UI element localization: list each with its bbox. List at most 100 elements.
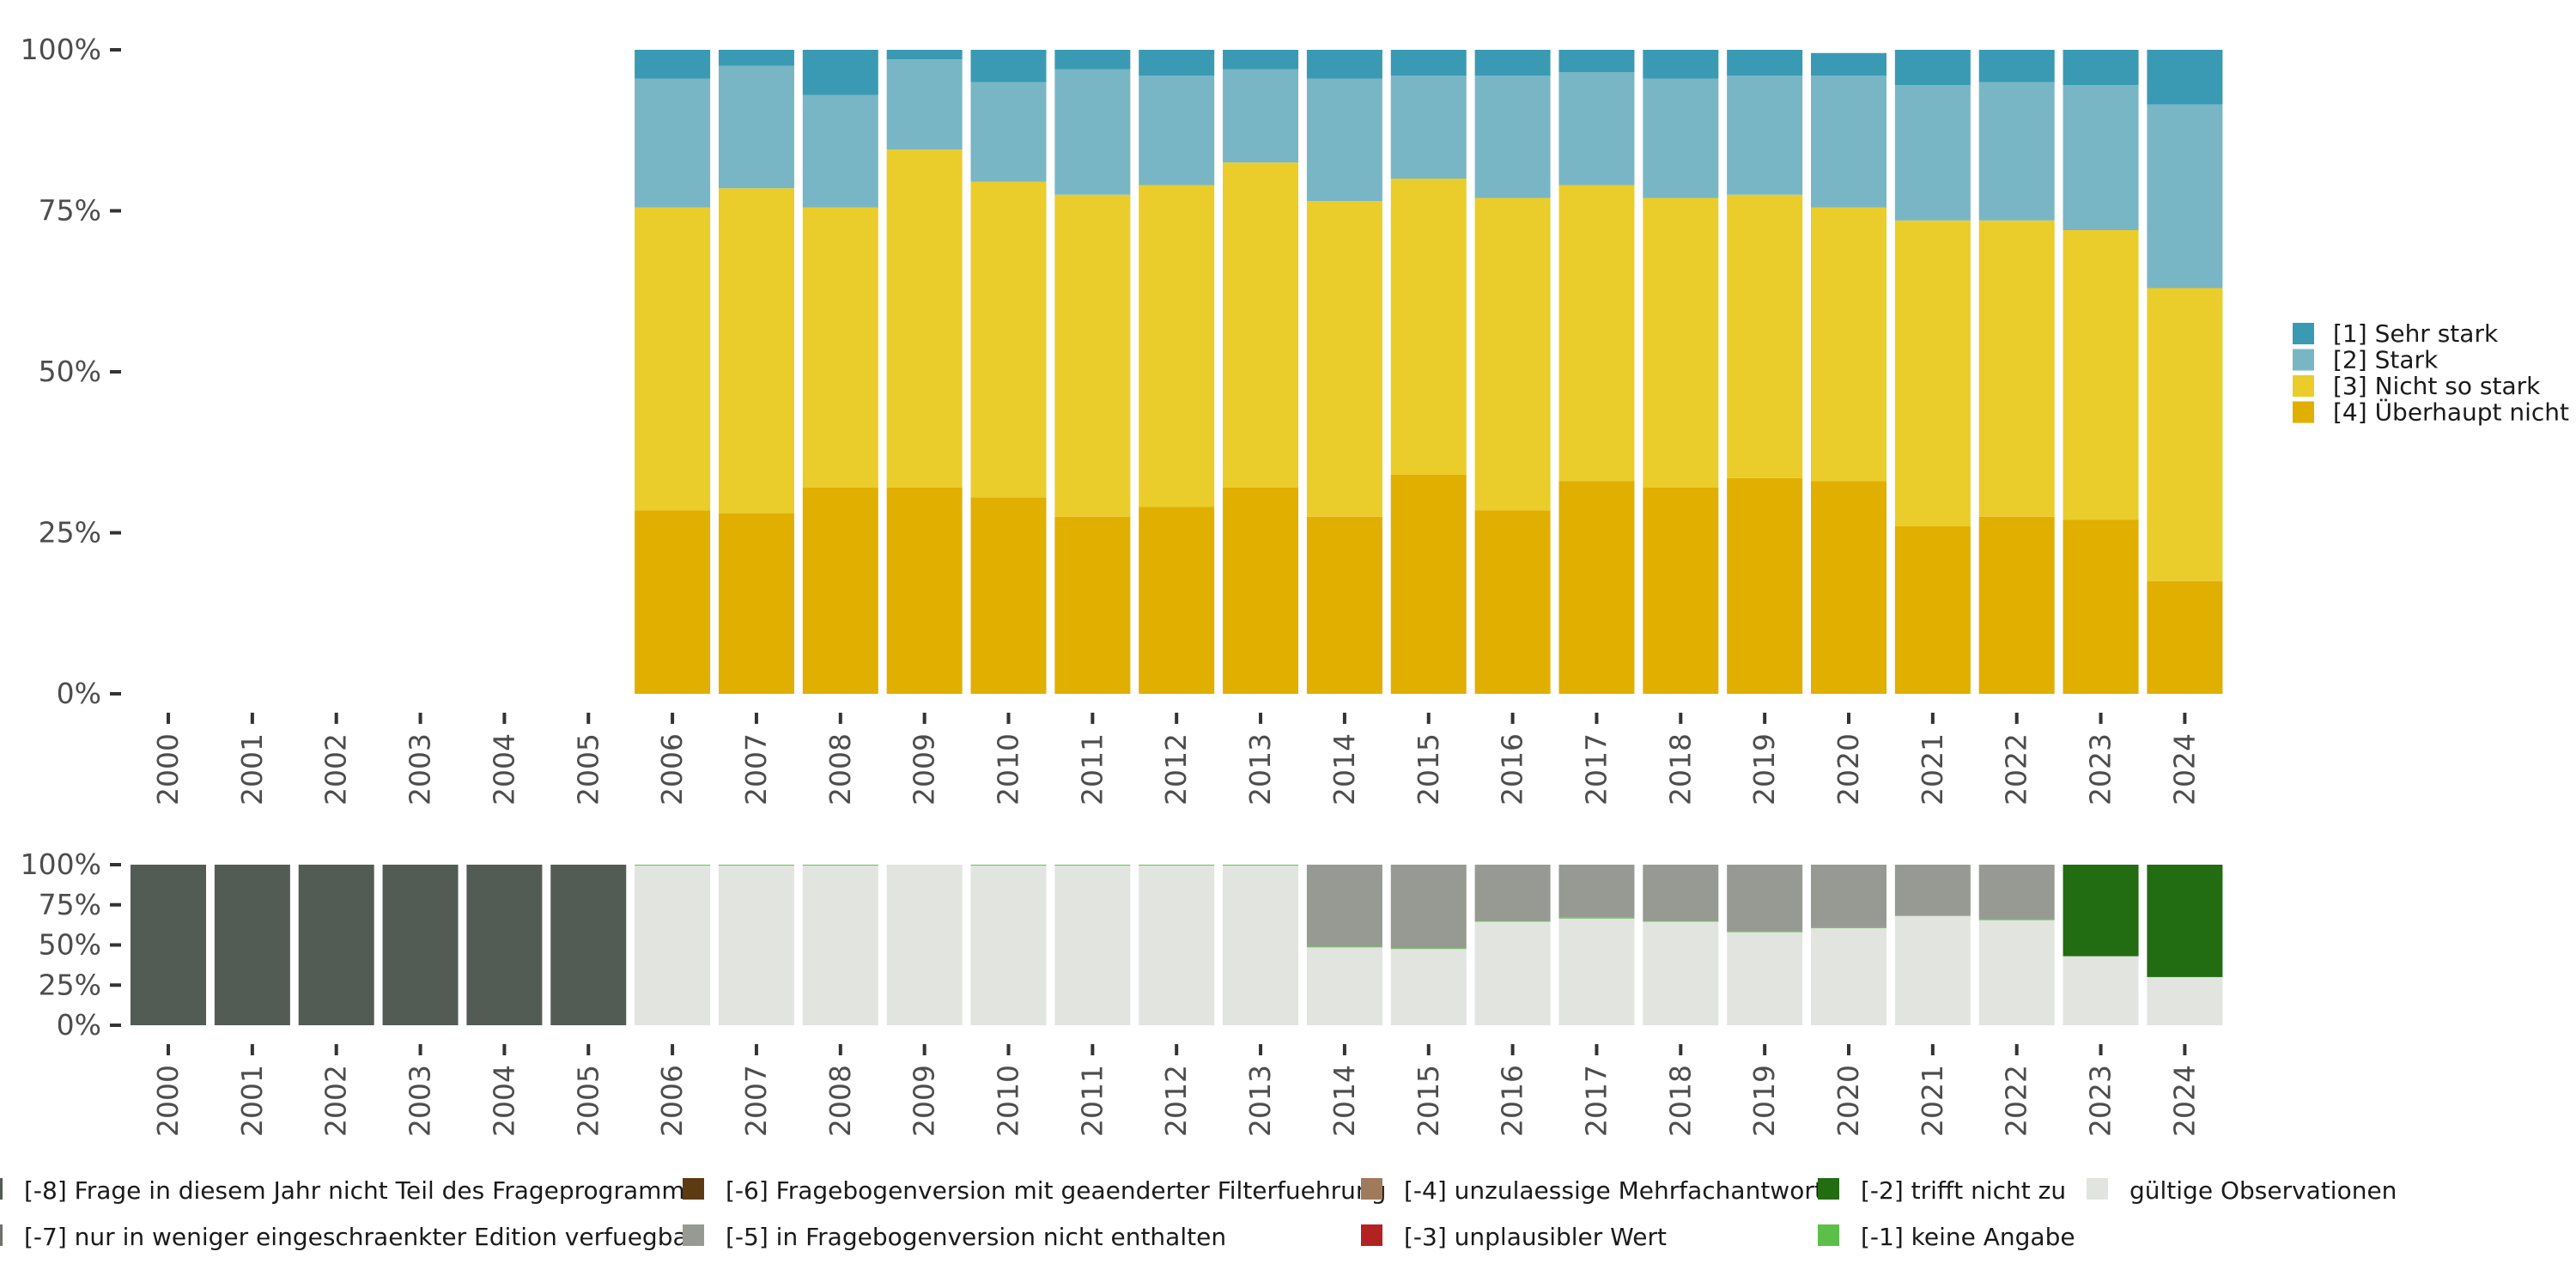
x-tick-label: 2017 (1579, 1065, 1613, 1137)
bar-4-berhaupt-nicht-2007 (718, 513, 794, 694)
bar-2-stark-2014 (1306, 78, 1382, 202)
bar-2-stark-2020 (1811, 76, 1886, 208)
x-tick-label: 2024 (2167, 733, 2201, 805)
y-tick-label: 25% (39, 516, 101, 550)
bar-2-stark-2017 (1558, 72, 1635, 185)
bar-1-sehr-stark-2020 (1811, 52, 1886, 76)
x-tick-label: 2003 (404, 733, 437, 805)
x-tick-label: 2001 (235, 1065, 269, 1137)
bar-1-sehr-stark-2016 (1474, 50, 1551, 76)
legend-swatch-6-fragebogenversion-mit-geaenderter-filterfuehrung (683, 1178, 704, 1200)
bar-1-keine-angabe-2008 (802, 865, 878, 866)
bar-g-ltige-observationen-2018 (1643, 921, 1719, 1025)
bar-2-stark-2007 (718, 65, 794, 189)
x-tick-label: 2021 (1916, 733, 1949, 805)
bar-3-nicht-so-stark-2010 (970, 181, 1047, 498)
bar-1-keine-angabe-2012 (1139, 865, 1215, 866)
bar-g-ltige-observationen-2023 (2063, 956, 2139, 1025)
bottom-chart-legend: [-8] Frage in diesem Jahr nicht Teil des… (0, 1176, 2397, 1251)
legend-label-2-stark: [2] Stark (2333, 346, 2439, 374)
x-tick-label: 2007 (739, 1065, 773, 1137)
bar-1-sehr-stark-2012 (1139, 50, 1215, 76)
bar-8-frage-in-diesem-jahr-nicht-teil-des-frageprogramms-2002 (298, 865, 374, 1025)
bar-1-keine-angabe-2010 (970, 865, 1047, 866)
x-tick-label: 2015 (1412, 733, 1445, 805)
bar-1-sehr-stark-2019 (1727, 50, 1803, 76)
bar-g-ltige-observationen-2012 (1139, 865, 1215, 1025)
bar-g-ltige-observationen-2024 (2147, 976, 2223, 1025)
bar-2-stark-2013 (1223, 69, 1299, 163)
bar-4-berhaupt-nicht-2017 (1558, 481, 1635, 694)
bar-g-ltige-observationen-2019 (1727, 932, 1803, 1025)
x-tick-label: 2005 (571, 733, 605, 805)
bar-1-keine-angabe-2021 (1894, 915, 1971, 916)
x-tick-label: 2009 (908, 733, 941, 805)
bar-4-berhaupt-nicht-2014 (1306, 516, 1382, 694)
bar-5-in-fragebogenversion-nicht-enthalten-2019 (1727, 865, 1803, 932)
bar-1-sehr-stark-2024 (2147, 50, 2223, 105)
x-tick-label: 2010 (992, 1065, 1025, 1137)
x-tick-label: 2004 (487, 1065, 520, 1137)
x-tick-label: 2011 (1075, 1065, 1109, 1137)
y-tick-label: 0% (57, 1008, 101, 1042)
x-tick-label: 2006 (655, 1065, 689, 1137)
bar-2-stark-2019 (1727, 76, 1803, 195)
legend-label-4-berhaupt-nicht: [4] Überhaupt nicht (2333, 398, 2569, 427)
legend-swatch-3-nicht-so-stark (2293, 375, 2314, 397)
bar-8-frage-in-diesem-jahr-nicht-teil-des-frageprogramms-2004 (466, 865, 543, 1025)
x-tick-label: 2014 (1327, 733, 1361, 805)
bar-4-berhaupt-nicht-2008 (802, 488, 878, 694)
bar-4-berhaupt-nicht-2018 (1643, 488, 1719, 694)
x-tick-label: 2018 (1663, 1065, 1697, 1137)
y-tick-label: 50% (39, 355, 101, 388)
legend-label-8-frage-in-diesem-jahr-nicht-teil-des-frageprogramms: [-8] Frage in diesem Jahr nicht Teil des… (24, 1176, 697, 1205)
legend-swatch-2-stark (2293, 349, 2314, 371)
bar-g-ltige-observationen-2007 (718, 865, 794, 1025)
bar-4-berhaupt-nicht-2013 (1223, 488, 1299, 694)
legend-swatch-8-frage-in-diesem-jahr-nicht-teil-des-frageprogramms (0, 1178, 3, 1200)
legend-swatch-2-trifft-nicht-zu (1818, 1178, 1839, 1200)
bar-3-nicht-so-stark-2012 (1139, 185, 1215, 507)
bar-1-keine-angabe-2017 (1558, 917, 1635, 919)
bar-8-frage-in-diesem-jahr-nicht-teil-des-frageprogramms-2000 (131, 865, 206, 1025)
x-tick-label: 2002 (319, 733, 353, 805)
bar-4-berhaupt-nicht-2022 (1978, 516, 2055, 694)
legend-label-g-ltige-observationen: gültige Observationen (2129, 1176, 2397, 1205)
bar-5-in-fragebogenversion-nicht-enthalten-2021 (1894, 865, 1971, 916)
bar-1-sehr-stark-2022 (1978, 50, 2055, 82)
x-tick-label: 2024 (2167, 1065, 2201, 1137)
bar-g-ltige-observationen-2014 (1306, 947, 1382, 1025)
bar-5-in-fragebogenversion-nicht-enthalten-2017 (1558, 865, 1635, 918)
x-tick-label: 2023 (2084, 1065, 2117, 1137)
x-tick-label: 2004 (487, 733, 520, 805)
legend-label-4-unzulaessige-mehrfachantwort: [-4] unzulaessige Mehrfachantwort (1404, 1176, 1824, 1205)
legend-swatch-3-unplausibler-wert (1361, 1224, 1382, 1246)
bar-4-berhaupt-nicht-2019 (1727, 477, 1803, 694)
bar-1-sehr-stark-2023 (2063, 50, 2139, 86)
bar-g-ltige-observationen-2006 (635, 865, 711, 1025)
bar-8-frage-in-diesem-jahr-nicht-teil-des-frageprogramms-2003 (382, 865, 459, 1025)
y-tick-label: 100% (21, 33, 101, 66)
x-tick-label: 2016 (1496, 1065, 1529, 1137)
bar-g-ltige-observationen-2013 (1223, 865, 1299, 1025)
bar-g-ltige-observationen-2015 (1390, 949, 1467, 1025)
legend-label-6-fragebogenversion-mit-geaenderter-filterfuehrung: [-6] Fragebogenversion mit geaenderter F… (726, 1176, 1386, 1205)
bar-3-nicht-so-stark-2008 (802, 207, 878, 488)
x-tick-label: 2009 (908, 1065, 941, 1137)
y-tick-label: 0% (57, 677, 101, 710)
legend-swatch-7-nur-in-weniger-eingeschraenkter-edition-verfuegbar (0, 1224, 3, 1246)
legend-swatch-1-sehr-stark (2293, 323, 2314, 344)
x-tick-label: 2012 (1159, 733, 1193, 805)
bar-2-stark-2009 (886, 59, 963, 150)
bar-1-keine-angabe-2007 (718, 865, 794, 866)
bar-g-ltige-observationen-2022 (1978, 920, 2055, 1025)
x-tick-label: 2001 (235, 733, 269, 805)
bar-5-in-fragebogenversion-nicht-enthalten-2014 (1306, 865, 1382, 947)
bar-4-berhaupt-nicht-2006 (635, 510, 711, 694)
bar-4-berhaupt-nicht-2012 (1139, 507, 1215, 694)
bar-3-nicht-so-stark-2019 (1727, 194, 1803, 478)
bar-2-trifft-nicht-zu-2023 (2063, 865, 2139, 957)
bar-1-keine-angabe-2019 (1727, 931, 1803, 933)
x-tick-label: 2016 (1496, 733, 1529, 805)
